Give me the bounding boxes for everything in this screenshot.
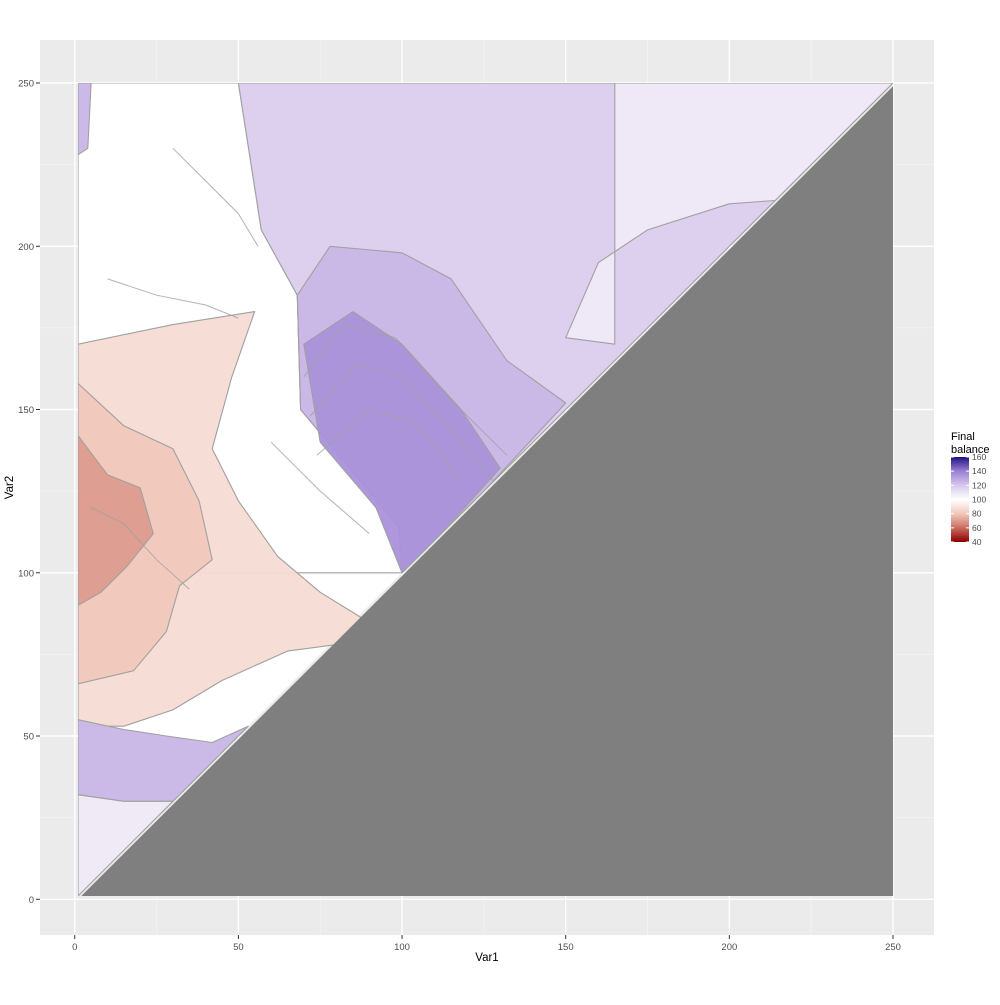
x-tick-label: 0 xyxy=(72,942,77,953)
x-tick-label: 100 xyxy=(394,942,410,953)
legend-tick-label: 120 xyxy=(972,480,986,490)
contour-lines xyxy=(90,147,508,590)
legend-colorbar xyxy=(951,457,969,542)
y-tick-label: 250 xyxy=(18,79,34,90)
legend-title: Final xyxy=(951,431,975,443)
contour-line xyxy=(172,147,259,247)
y-tick-label: 50 xyxy=(23,732,34,743)
heatmap-layer xyxy=(78,83,893,896)
legend-tick-label: 40 xyxy=(972,537,982,547)
legend-tick-label: 100 xyxy=(972,495,986,505)
x-tick-label: 50 xyxy=(233,942,244,953)
heat-region xyxy=(78,83,92,156)
legend-tick-label: 140 xyxy=(972,466,986,476)
heat-region xyxy=(303,311,501,574)
axes: 0 50 100 150 200 250 0 50 100 150 200 250 xyxy=(18,79,901,954)
contour-line xyxy=(90,507,190,590)
x-tick-label: 200 xyxy=(721,942,737,953)
legend-tick-label: 80 xyxy=(972,509,982,519)
y-tick-label: 150 xyxy=(18,405,34,416)
x-tick-label: 250 xyxy=(885,942,901,953)
contour-line xyxy=(303,324,508,456)
y-tick-label: 200 xyxy=(18,242,34,253)
contour-line xyxy=(107,278,239,319)
contour-line xyxy=(316,408,462,482)
na-region xyxy=(81,86,893,896)
y-axis-title: Var2 xyxy=(4,476,16,499)
y-tick-label: 100 xyxy=(18,568,34,579)
x-tick-label: 150 xyxy=(558,942,574,953)
legend-title: balance xyxy=(951,444,990,456)
heat-region xyxy=(78,794,174,896)
heat-region xyxy=(78,435,154,606)
legend-tick-label: 60 xyxy=(972,523,982,533)
x-axis-title: Var1 xyxy=(475,952,498,964)
contour-line xyxy=(270,441,370,534)
y-tick-label: 0 xyxy=(29,895,34,906)
legend-tick-label: 160 xyxy=(972,452,986,462)
heat-region xyxy=(565,83,893,345)
contour-line xyxy=(310,363,495,482)
